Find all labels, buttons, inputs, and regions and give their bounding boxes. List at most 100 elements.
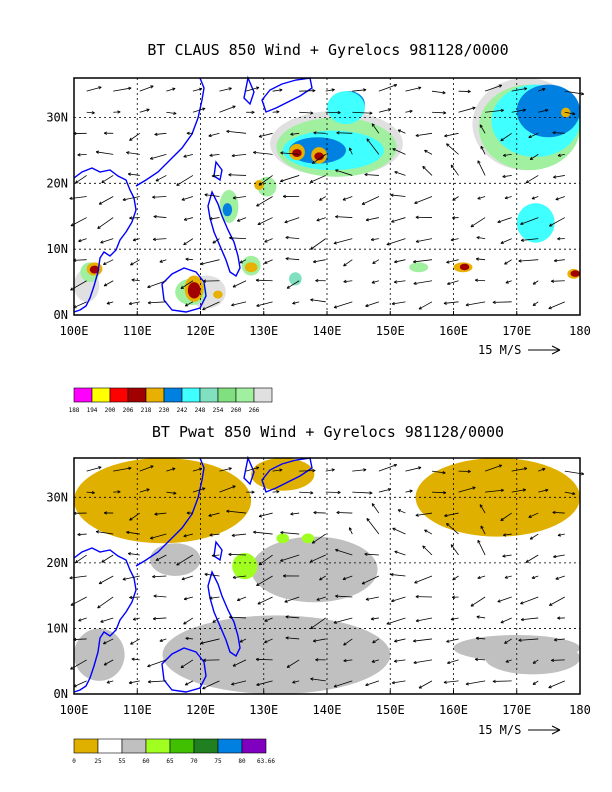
wind-vector: [555, 575, 565, 580]
shaded-region: [415, 458, 580, 537]
wind-vector: [73, 301, 87, 309]
colorbar-level-label: 0: [72, 758, 76, 765]
wind-vector-head: [232, 196, 236, 200]
coastline-borneo: [161, 647, 207, 693]
wind-vector: [511, 87, 527, 92]
shaded-region: [74, 458, 252, 544]
wind-vector: [511, 109, 526, 113]
wind-vector: [264, 617, 273, 622]
coastline-borneo: [161, 267, 207, 313]
wind-vector-head: [545, 488, 549, 492]
wind-vector: [258, 175, 273, 186]
wind-vector: [458, 107, 476, 113]
wind-vector: [286, 659, 300, 668]
wind-vector: [366, 138, 380, 155]
wind-vector-head: [319, 577, 323, 581]
wind-vector-head: [413, 281, 417, 285]
wind-vector-head: [95, 530, 100, 534]
wind-vector-head: [371, 123, 375, 127]
wind-vector: [211, 175, 220, 177]
wind-vector: [365, 680, 379, 686]
colorbar-swatch: [217, 387, 237, 403]
wind-vector-head: [333, 305, 338, 309]
wind-vector: [447, 659, 459, 664]
vector-reference: 15 M/S: [478, 723, 561, 737]
wind-vector-head: [545, 108, 549, 113]
wind-vector: [564, 111, 576, 115]
wind-vector: [343, 638, 353, 646]
wind-vector: [349, 147, 353, 155]
wind-vector-head: [310, 298, 314, 302]
wind-vector-head: [159, 638, 163, 642]
wind-vector: [319, 575, 326, 581]
wind-vector: [538, 489, 549, 493]
wind-vector: [292, 680, 300, 684]
wind-vector-head: [78, 618, 82, 622]
wind-vector-head: [232, 485, 236, 489]
wind-vector-head: [553, 554, 557, 559]
wind-vector-head: [286, 285, 291, 289]
wind-vector: [256, 680, 273, 686]
wind-vector: [122, 575, 140, 580]
wind-vector-head: [173, 111, 177, 115]
wind-vector: [86, 466, 102, 472]
wind-vector: [106, 301, 114, 305]
wind-vector: [476, 236, 486, 240]
wind-vector-head: [132, 238, 137, 242]
colorbar-swatch: [241, 738, 267, 754]
colorbar-swatch: [193, 738, 219, 754]
wind-vector-head: [70, 287, 74, 291]
colorbar: 0 25 55 60 65 70 75 80 63.66: [72, 738, 275, 765]
wind-vector: [148, 301, 167, 304]
wind-vector: [418, 301, 433, 310]
wind-vector: [520, 596, 539, 605]
wind-vector-head: [502, 554, 506, 558]
wind-vector: [552, 132, 565, 134]
wind-vector-head: [397, 129, 402, 133]
wind-vector: [183, 533, 194, 537]
wind-vector-head: [500, 240, 504, 244]
vector-reference-label: 15 M/S: [478, 343, 521, 357]
wind-vector-head: [442, 470, 446, 475]
wind-vector: [256, 575, 273, 586]
wind-vector: [75, 554, 87, 564]
shaded-region: [570, 270, 580, 277]
wind-vector: [551, 659, 565, 661]
wind-vector: [129, 132, 141, 141]
colorbar-swatch: [235, 387, 255, 403]
wind-vector-head: [155, 557, 159, 561]
wind-vector: [422, 166, 433, 176]
wind-vector: [500, 132, 512, 142]
wind-vector-head: [580, 472, 585, 476]
wind-vector: [343, 259, 353, 267]
wind-vector: [531, 575, 539, 579]
wind-vector: [147, 280, 167, 288]
x-tick-label: 160E: [439, 324, 468, 338]
wind-vector: [264, 259, 273, 264]
wind-vector-head: [572, 491, 576, 496]
wind-vector-head: [371, 659, 375, 663]
colorbar-swatch: [73, 387, 93, 403]
wind-vector-head: [284, 220, 288, 224]
wind-vector: [192, 88, 203, 92]
wind-vector-head: [337, 490, 341, 495]
wind-vector: [166, 491, 177, 494]
wind-vector: [183, 153, 194, 158]
wind-vector-head: [366, 518, 370, 522]
wind-vector: [446, 143, 459, 155]
wind-vector-head: [284, 599, 288, 603]
wind-vector: [257, 596, 273, 605]
wind-vector-head: [280, 151, 284, 155]
wind-vector: [128, 301, 140, 305]
shaded-region: [327, 91, 365, 125]
wind-vector-head: [153, 215, 157, 219]
wind-vector: [128, 680, 140, 684]
wind-vector-head: [280, 530, 284, 535]
wind-vector-head: [311, 160, 316, 164]
wind-vector: [285, 637, 300, 640]
wind-vector-head: [128, 86, 132, 91]
wind-vector-head: [257, 601, 261, 605]
y-tick-label: 0N: [54, 687, 68, 701]
wind-vector: [557, 533, 565, 536]
wind-vector: [532, 680, 539, 685]
